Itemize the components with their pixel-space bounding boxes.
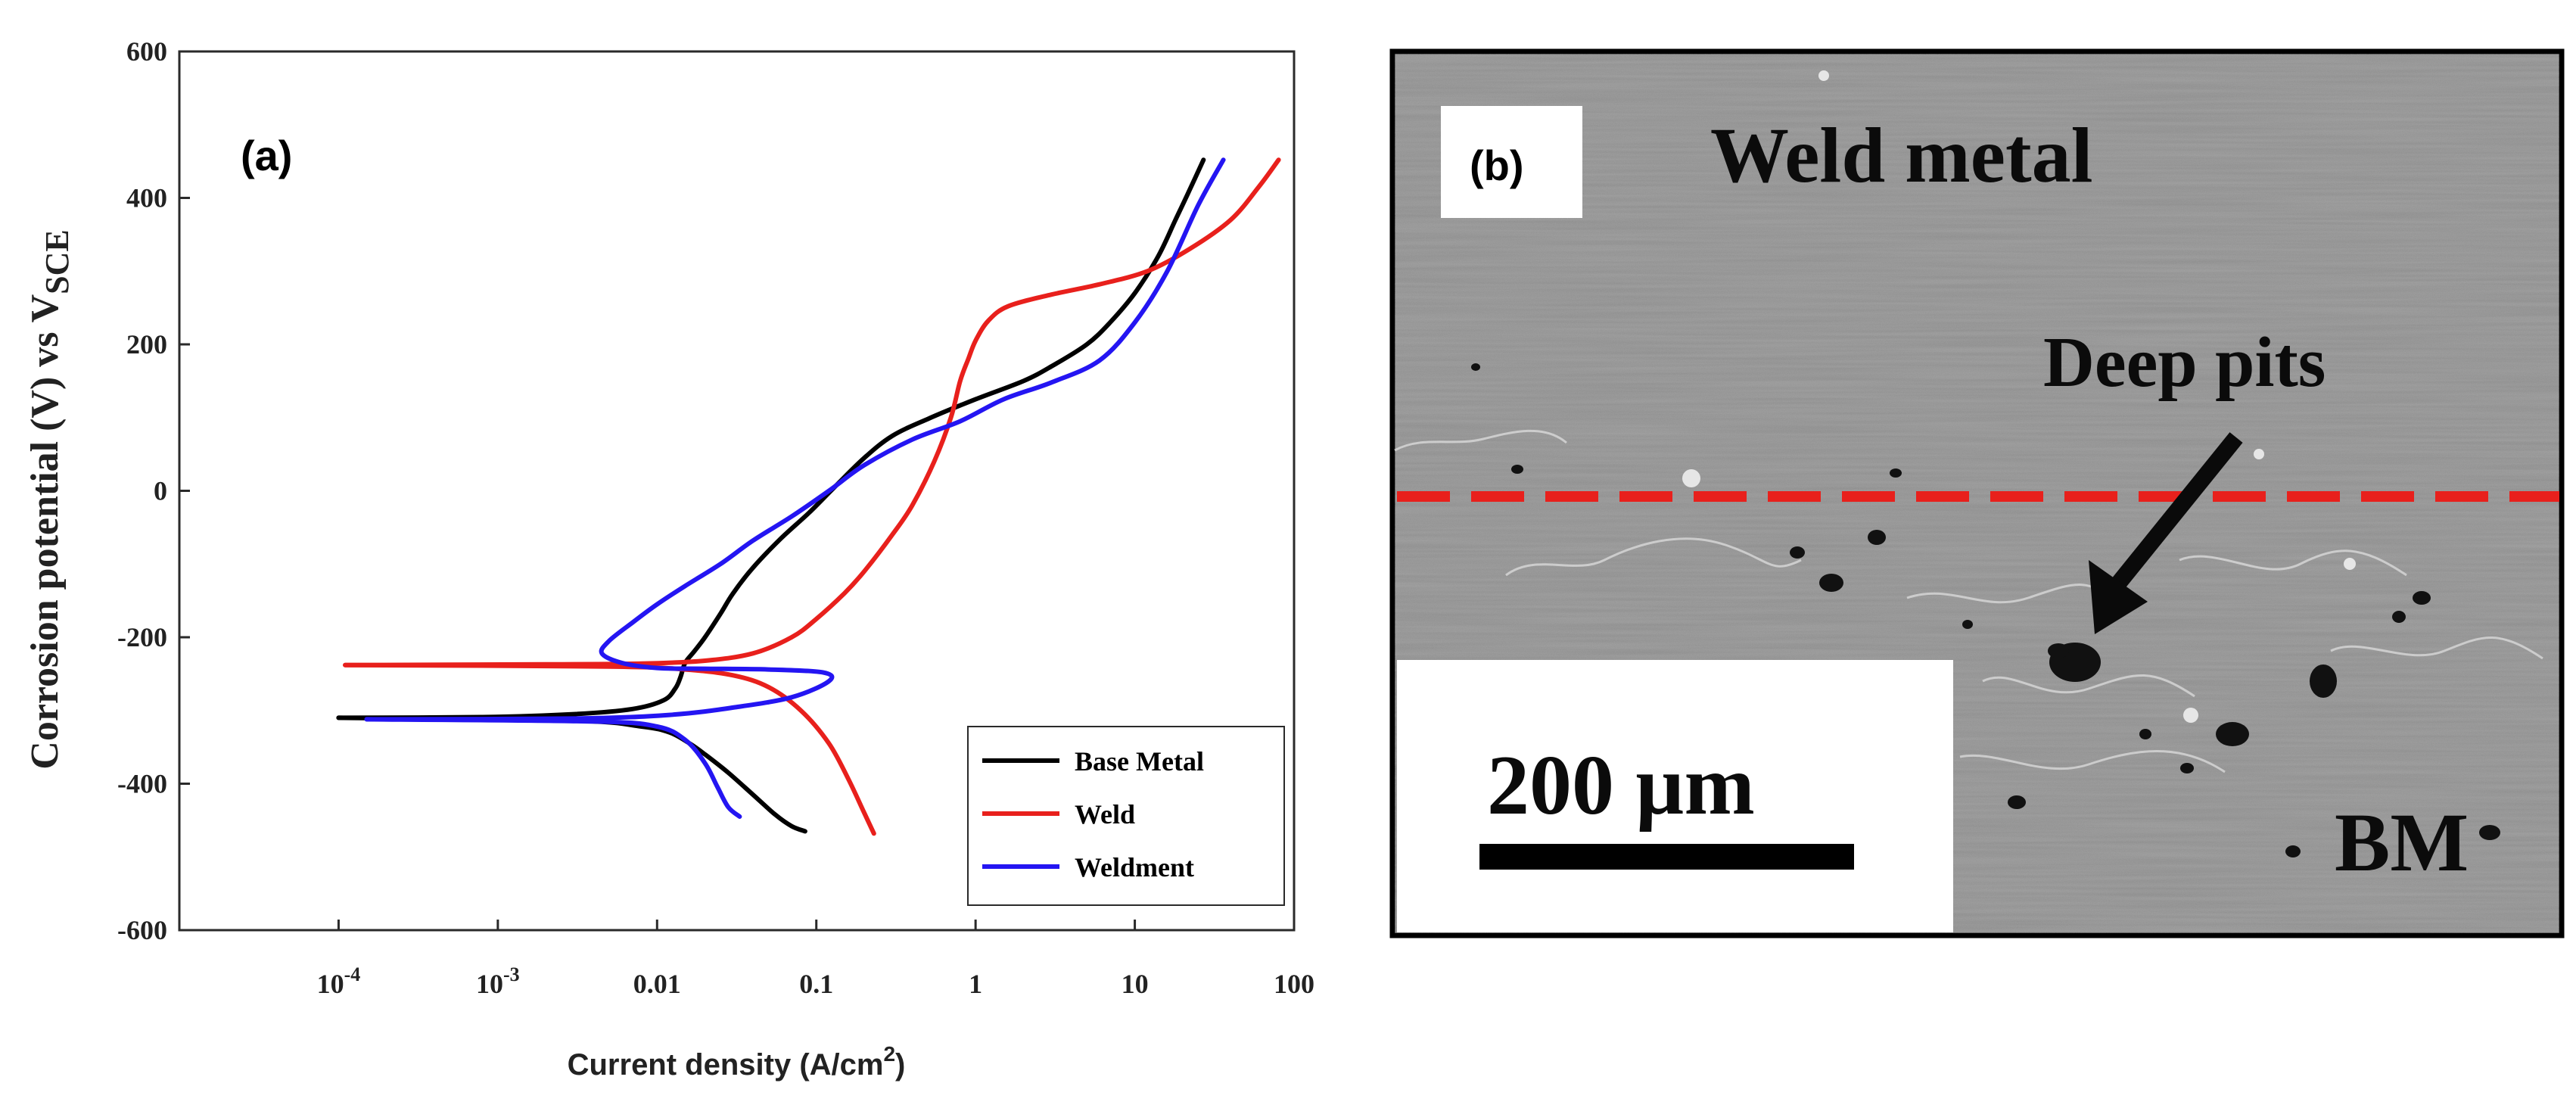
grain-boundary-traces	[1394, 429, 2543, 773]
legend-label-base-metal: Base Metal	[1075, 746, 1204, 777]
pit	[1890, 468, 1902, 478]
pit	[2180, 763, 2194, 773]
pit	[1790, 546, 1805, 559]
panel-a-label: (a)	[241, 132, 292, 179]
x-axis-title-main: Current density (A/cm	[568, 1048, 884, 1082]
deep-pits-label: Deep pits	[2043, 323, 2326, 402]
y-tick-label: -400	[117, 769, 167, 799]
y-tick-label: 200	[126, 329, 167, 359]
x-axis-title: Current density (A/cm2)	[568, 1042, 906, 1082]
x-axis-title-end: )	[895, 1048, 905, 1082]
series-line-weld-cathodic	[343, 662, 876, 836]
particle	[1818, 70, 1829, 81]
legend: Base Metal Weld Weldment	[967, 726, 1285, 906]
y-axis-title: Corrosion potential (V) vs VSCE	[23, 229, 76, 769]
x-tick-label: 100	[1274, 969, 1314, 999]
panel-b-label-box	[1441, 106, 1582, 218]
series-line-weldment-anodic	[364, 157, 1226, 722]
y-axis-ticks: 600 400 200 0 -200 -400 -600	[117, 36, 190, 945]
series-line-weld-anodic	[343, 157, 1281, 668]
pit	[2310, 664, 2337, 698]
particle	[1682, 469, 1700, 487]
pit	[2479, 825, 2500, 840]
y-tick-label: 0	[154, 476, 167, 506]
deep-pits-arrow	[2089, 432, 2243, 634]
y-tick-label: 600	[126, 36, 167, 67]
pit	[2216, 722, 2249, 746]
y-axis-title-sub: SCE	[39, 229, 76, 294]
y-tick-label: -200	[117, 622, 167, 652]
scale-bar-label: 200 µm	[1487, 739, 1755, 833]
bm-label: BM	[2335, 796, 2469, 889]
arrow-head	[2089, 560, 2148, 634]
series-line-base-metal-anodic	[336, 157, 1206, 721]
y-axis-title-main: Corrosion potential (V) vs V	[23, 294, 67, 770]
pit	[2139, 729, 2151, 739]
x-tick-label: 1	[969, 969, 982, 999]
particle	[2344, 558, 2356, 570]
x-tick-label: 0.01	[633, 969, 681, 999]
panel-b-label: (b)	[1470, 142, 1524, 189]
pit	[2048, 643, 2069, 658]
series-line-weldment-cathodic	[364, 717, 742, 819]
pit	[1868, 530, 1886, 545]
x-tick-label: 10-3	[476, 963, 520, 999]
sem-micrograph: (b) Weld metal Deep pits BM 200 µm	[1389, 48, 2565, 938]
series-layer	[336, 157, 1281, 836]
x-tick-label: 10-4	[317, 963, 361, 999]
arrow-shaft	[2112, 432, 2243, 588]
x-tick-label: 0.1	[799, 969, 833, 999]
y-tick-label: -600	[117, 915, 167, 945]
pit	[1511, 465, 1523, 474]
pit	[2413, 591, 2431, 605]
x-axis-ticks: 10-4 10-3 0.01 0.1 1 10 100	[317, 920, 1314, 999]
pit	[2392, 611, 2406, 623]
x-tick-label: 10	[1122, 969, 1149, 999]
pit	[2008, 795, 2026, 809]
particle	[2254, 449, 2264, 459]
pits	[1471, 363, 2500, 857]
weld-metal-label: Weld metal	[1710, 112, 2092, 199]
surface-particles	[1682, 70, 2356, 723]
pit	[1819, 574, 1843, 592]
scale-bar-box	[1397, 660, 1953, 932]
legend-label-weld: Weld	[1075, 799, 1135, 829]
pit	[1962, 620, 1973, 629]
legend-entry-weld: Weld	[982, 799, 1135, 829]
x-axis-title-sup: 2	[883, 1042, 895, 1066]
y-tick-label: 400	[126, 183, 167, 213]
legend-label-weldment: Weldment	[1075, 852, 1194, 882]
pit	[1471, 363, 1480, 371]
legend-entry-weldment: Weldment	[982, 852, 1194, 882]
legend-entry-base-metal: Base Metal	[982, 746, 1204, 777]
scale-bar	[1479, 844, 1854, 870]
pit	[2285, 845, 2301, 857]
particle	[2183, 708, 2198, 723]
